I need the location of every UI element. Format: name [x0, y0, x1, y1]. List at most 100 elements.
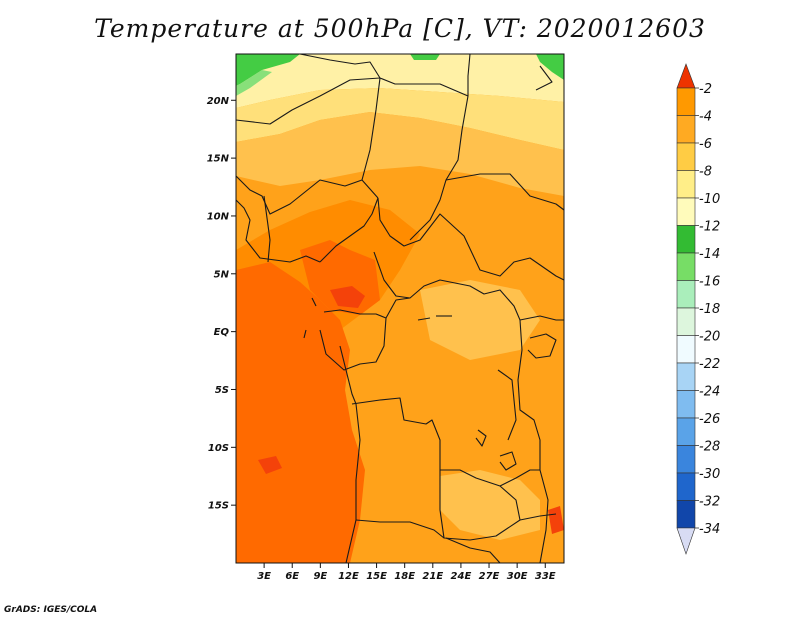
colorbar-label: -26 — [699, 412, 720, 427]
chart-title: Temperature at 500hPa [C], VT: 202001260… — [94, 14, 706, 43]
grads-credit: GrADS: IGES/COLA — [4, 605, 98, 615]
lat-tick-label: 5S — [215, 385, 229, 396]
border-line — [417, 317, 431, 321]
lon-tick-label: 21E — [422, 571, 443, 582]
country-borders — [235, 53, 565, 564]
colorbar-swatch — [676, 417, 696, 446]
band-green-light-nw — [236, 70, 272, 96]
border-line — [339, 345, 357, 405]
lat-tick-label: EQ — [214, 327, 230, 338]
colorbar-label: -2 — [699, 82, 712, 97]
colorbar-bottom-arrow — [676, 527, 696, 555]
border-line — [345, 403, 361, 564]
border-line — [499, 469, 540, 487]
band-green-ne — [536, 54, 564, 80]
border-line — [311, 297, 317, 307]
colorbar-label: -16 — [699, 275, 720, 290]
colorbar-swatch — [676, 170, 696, 199]
colorbar-label: -30 — [699, 467, 720, 482]
border-line — [519, 315, 564, 321]
border-line — [355, 519, 445, 539]
border-line — [361, 77, 381, 199]
border-line — [299, 53, 471, 97]
colorbar-swatch — [676, 390, 696, 419]
border-line — [319, 309, 387, 371]
colorbar-label: -22 — [699, 357, 720, 372]
band-red-orange-sw — [236, 262, 365, 563]
border-line — [319, 197, 379, 263]
border-line — [535, 65, 553, 91]
spot-red-3 — [548, 506, 564, 534]
lon-tick-label: 30E — [507, 571, 528, 582]
border-line — [377, 197, 565, 281]
colorbar-swatch — [676, 307, 696, 336]
spot-red-2 — [258, 456, 282, 474]
lon-tick-label: 24E — [451, 571, 472, 582]
lat-tick-label: 15S — [208, 501, 229, 512]
band-green-n — [410, 54, 440, 60]
border-line — [475, 429, 487, 447]
border-line — [263, 195, 271, 263]
colorbar-label: -4 — [699, 110, 712, 125]
colorbar-label: -20 — [699, 330, 720, 345]
band-green-nw — [236, 54, 300, 86]
border-line — [385, 297, 411, 319]
colorbar-swatch — [676, 500, 696, 529]
lat-tick-label: 15N — [207, 154, 230, 165]
colorbar-swatch — [676, 142, 696, 171]
spot-red-1 — [330, 286, 365, 308]
border-line — [499, 451, 517, 471]
colorbar-swatch — [676, 445, 696, 474]
colorbar-swatch — [676, 87, 696, 116]
lat-tick-label: 5N — [214, 269, 230, 280]
border-line — [235, 175, 363, 215]
colorbar-label: -28 — [699, 440, 720, 455]
border-line — [373, 251, 521, 321]
colorbar-label: -12 — [699, 220, 720, 235]
map-frame — [235, 53, 565, 564]
colorbar-label: -34 — [699, 522, 720, 537]
colorbar-swatch — [676, 335, 696, 364]
lon-tick-label: 9E — [313, 571, 327, 582]
colorbar-label: -14 — [699, 247, 720, 262]
colorbar-label: -8 — [699, 165, 712, 180]
border-line — [235, 199, 321, 263]
lon-tick-label: 12E — [338, 571, 359, 582]
band-light-orange — [236, 112, 564, 196]
border-line — [445, 173, 565, 211]
longitude-axis: 3E 6E 9E 12E 15E 18E 21E 24E 27E 30E 33E — [257, 563, 556, 582]
colorbar-swatch — [676, 252, 696, 281]
border-line — [527, 333, 557, 359]
colorbar-label: -32 — [699, 495, 720, 510]
colorbar-top-arrow — [676, 63, 696, 89]
border-line — [351, 397, 441, 470]
border-line — [303, 329, 307, 339]
lon-tick-label: 27E — [479, 571, 500, 582]
lat-tick-label: 10N — [207, 211, 230, 222]
border-line — [235, 77, 381, 125]
colorbar-label: -24 — [699, 385, 720, 400]
lon-tick-label: 6E — [285, 571, 299, 582]
colorbar-label: -10 — [699, 192, 720, 207]
border-line — [497, 369, 517, 441]
latitude-axis: 20N 15N 10N 5N EQ 5S 10S 15S — [207, 96, 236, 512]
lat-tick-label: 10S — [208, 443, 229, 454]
border-line — [519, 513, 557, 521]
colorbar-label: -6 — [699, 137, 712, 152]
colorbar-swatch — [676, 225, 696, 254]
colorbar-label: -18 — [699, 302, 720, 317]
colorbar-swatch — [676, 472, 696, 501]
lat-tick-label: 20N — [207, 96, 230, 107]
colorbar-swatch — [676, 115, 696, 144]
band-north-yellow — [236, 88, 564, 150]
lon-tick-label: 18E — [394, 571, 415, 582]
temperature-field — [236, 54, 564, 563]
band-north-light-yellow — [236, 54, 564, 108]
border-line — [445, 537, 501, 564]
colorbar-swatch — [676, 197, 696, 226]
lon-tick-label: 15E — [366, 571, 387, 582]
colorbar: -2 -4 -6 -8 -10 -12 -14 -16 -18 -20 -22 -24 -26 -28 -3… — [676, 63, 720, 555]
lon-tick-label: 33E — [535, 571, 556, 582]
band-light-orange-se — [440, 470, 540, 540]
